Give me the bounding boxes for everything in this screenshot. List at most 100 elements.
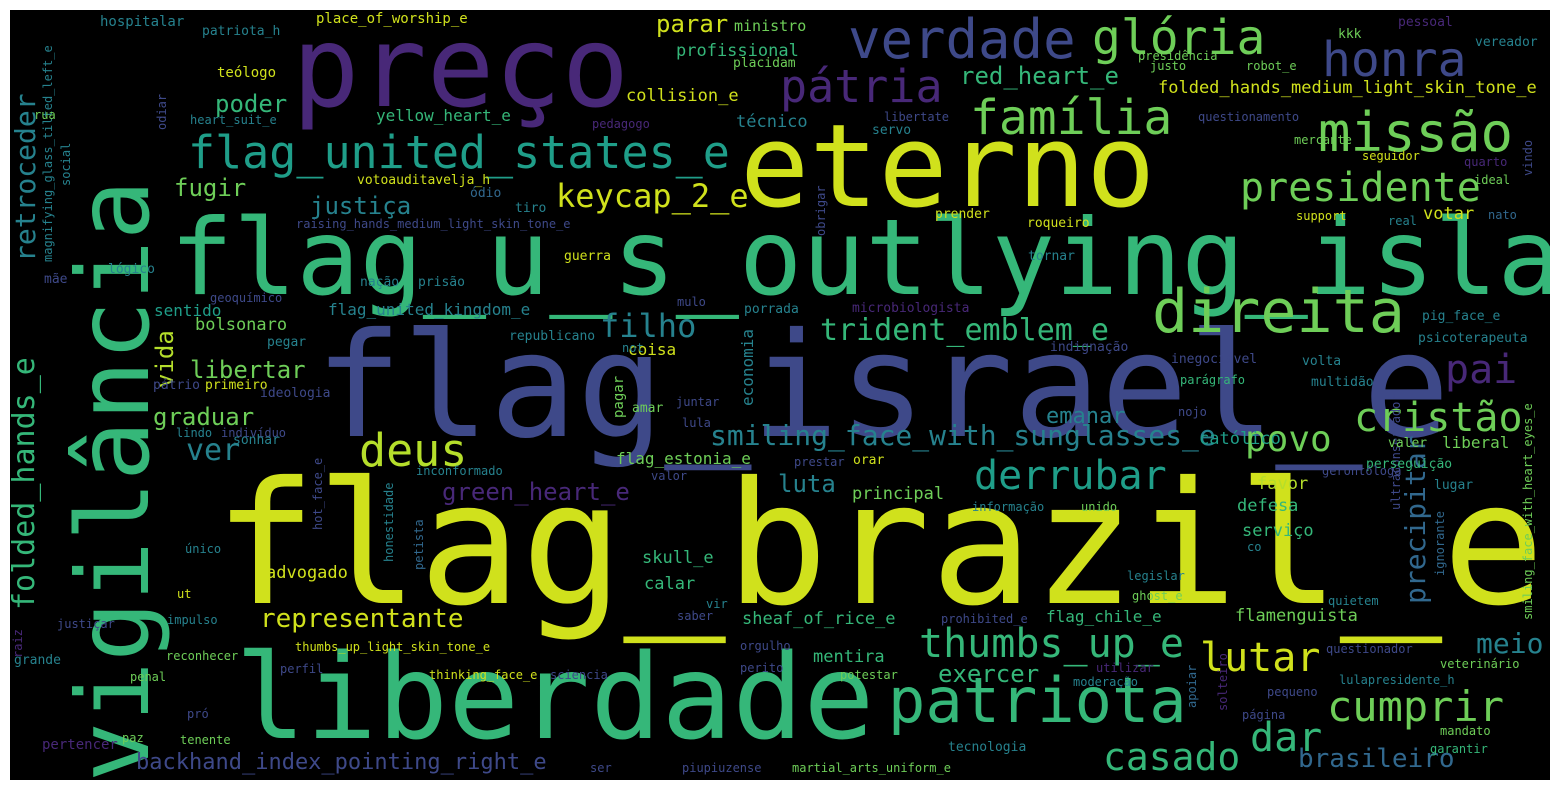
word: pátria bbox=[780, 60, 943, 113]
word: ut bbox=[177, 587, 192, 601]
word: saber bbox=[677, 609, 714, 623]
word: martial_arts_uniform_e bbox=[792, 761, 951, 775]
word: support bbox=[1296, 209, 1347, 223]
word: honra bbox=[1322, 32, 1467, 88]
word: principal bbox=[852, 484, 945, 504]
word: pig_face_e bbox=[1422, 309, 1501, 324]
word: prender bbox=[935, 207, 990, 222]
word: presidente bbox=[1240, 165, 1481, 211]
word: tenente bbox=[180, 733, 231, 747]
word: vir bbox=[706, 597, 728, 611]
word: primeiro bbox=[205, 378, 268, 393]
word: trident_emblem_e bbox=[820, 313, 1109, 348]
word: patriota_h bbox=[202, 24, 281, 39]
word: eterno bbox=[740, 100, 1156, 234]
word: multidão bbox=[1311, 375, 1374, 390]
word: teólogo bbox=[217, 65, 277, 81]
word: exercer bbox=[938, 660, 1040, 688]
word: smiling_face_with_heart_eyes_e bbox=[1521, 403, 1535, 620]
word: missão bbox=[1318, 101, 1514, 164]
word: geoquímico bbox=[210, 291, 283, 305]
word: fugir bbox=[174, 174, 247, 202]
word: cristão bbox=[1354, 395, 1523, 441]
word: derrubar bbox=[974, 453, 1167, 499]
word: volta bbox=[1302, 354, 1342, 369]
word: vindo bbox=[1521, 139, 1535, 176]
word: tecnologia bbox=[948, 740, 1027, 755]
word: apoiar bbox=[1185, 664, 1199, 708]
word: guerra bbox=[564, 249, 611, 264]
word: ministro bbox=[734, 17, 807, 35]
word: mentira bbox=[813, 647, 885, 667]
word: sentido bbox=[154, 301, 222, 320]
word: ultraconservador bbox=[1389, 394, 1403, 510]
word: raising_hands_medium_light_skin_tone_e bbox=[296, 217, 571, 231]
word: presidência bbox=[1138, 49, 1218, 63]
word: cumprir bbox=[1327, 682, 1505, 731]
word: parágrafo bbox=[1180, 373, 1246, 387]
word: servo bbox=[872, 123, 912, 138]
word: porrada bbox=[744, 302, 799, 317]
word: hot_face_e bbox=[311, 457, 325, 530]
word: representante bbox=[260, 604, 464, 634]
word: valer bbox=[1388, 436, 1428, 451]
word: justiça bbox=[310, 192, 412, 220]
word: microbiologista bbox=[852, 301, 970, 316]
word: católico bbox=[1199, 429, 1281, 449]
word: mulo bbox=[677, 295, 706, 309]
word: impulso bbox=[167, 613, 218, 627]
word: libertate bbox=[884, 110, 950, 124]
word: quietem bbox=[1328, 594, 1379, 608]
word: mercante bbox=[1294, 133, 1352, 147]
word: piupiuzense bbox=[682, 761, 762, 775]
word: pegar bbox=[267, 335, 307, 350]
word: legislar bbox=[1127, 569, 1185, 583]
word: tornar bbox=[1028, 249, 1075, 264]
word: calar bbox=[644, 574, 696, 594]
word: red_heart_e bbox=[960, 62, 1119, 90]
word: economia bbox=[738, 328, 757, 406]
word: liberal bbox=[1442, 433, 1510, 452]
word: flag_united_states_e bbox=[188, 126, 730, 179]
word: roqueiro bbox=[1027, 216, 1090, 231]
word: gerontóloga bbox=[1322, 464, 1402, 478]
word: emanar bbox=[1046, 404, 1126, 429]
word: heart_suit_e bbox=[190, 113, 277, 127]
word: mandato bbox=[1440, 724, 1491, 738]
word: pátrio bbox=[153, 378, 200, 393]
word: ver bbox=[186, 433, 241, 468]
word: pagar bbox=[611, 375, 627, 418]
word: reconhecer bbox=[166, 649, 239, 663]
word: luta bbox=[778, 470, 836, 498]
word: keycap_2_e bbox=[556, 177, 749, 215]
word: nato bbox=[1488, 208, 1517, 222]
word: lulapresidente_h bbox=[1339, 673, 1455, 687]
word: glória bbox=[1092, 10, 1266, 66]
word: obrigar bbox=[814, 185, 828, 236]
word: informação bbox=[972, 500, 1045, 514]
word: pai bbox=[1445, 347, 1518, 393]
word: pequeno bbox=[1267, 685, 1318, 699]
word: odiar bbox=[155, 93, 169, 130]
word: favor bbox=[1257, 474, 1309, 494]
word: defesa bbox=[1237, 496, 1299, 516]
word: brasileiro bbox=[1298, 744, 1455, 774]
word: povo bbox=[1245, 419, 1332, 460]
word: perito bbox=[740, 661, 784, 675]
word: flag_u_s_outlying_islands_e bbox=[170, 197, 1550, 319]
word: folded_hands_e bbox=[10, 357, 42, 610]
word: lula bbox=[682, 416, 711, 430]
word: pró bbox=[187, 707, 209, 721]
word: magnifying_glass_tilted_left_e bbox=[41, 45, 55, 262]
word: flag_united_kingdom_e bbox=[328, 300, 531, 319]
word: inegociável bbox=[1171, 352, 1258, 367]
word: orar bbox=[853, 453, 885, 468]
word: justiçar bbox=[57, 617, 115, 631]
word: sciencia bbox=[550, 668, 608, 682]
word: casado bbox=[1103, 735, 1241, 779]
word: verdade bbox=[848, 10, 1076, 71]
word: libertar bbox=[190, 356, 306, 384]
word: inconformado bbox=[416, 464, 503, 478]
word: ser bbox=[590, 761, 612, 775]
word: nojo bbox=[1178, 405, 1207, 419]
